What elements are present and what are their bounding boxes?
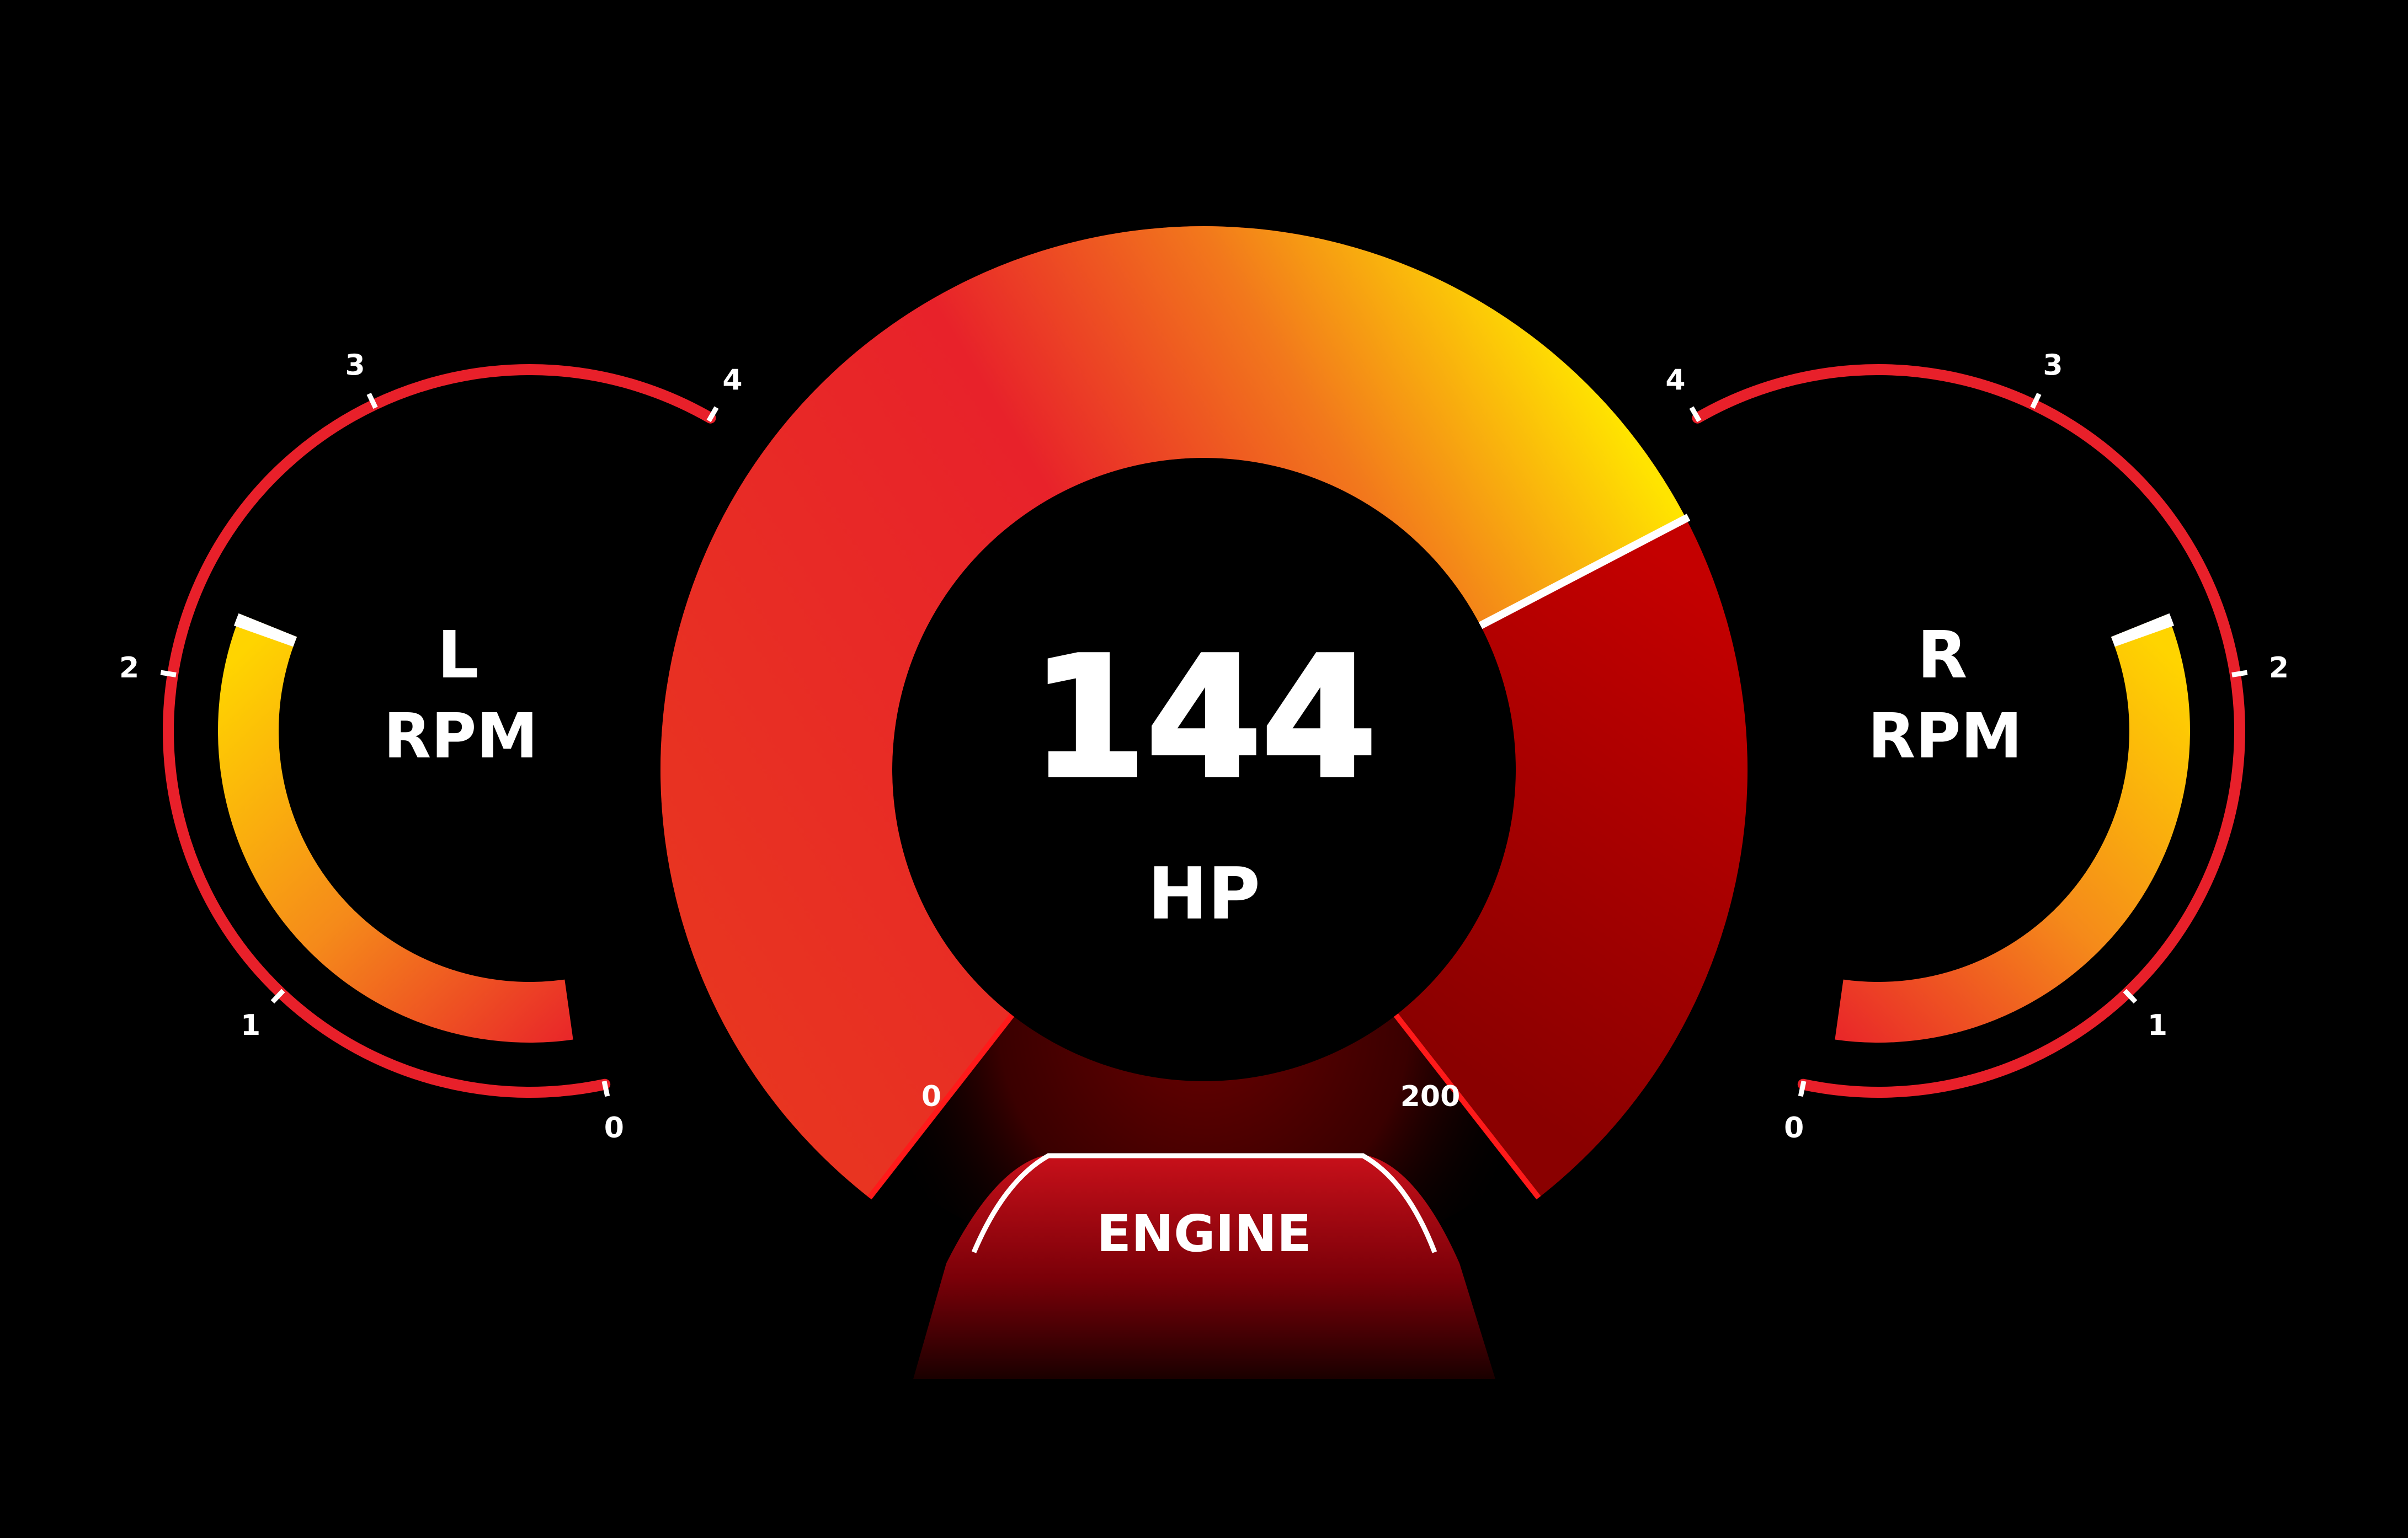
engine-tab-shape[interactable] <box>913 1156 1495 1379</box>
right-rpm-tick-mark <box>2030 393 2042 409</box>
hp-unit: HP <box>1148 852 1260 936</box>
left-rpm-tick-label: 1 <box>241 1009 260 1042</box>
left-gauge-unit: RPM <box>383 701 538 772</box>
hp-gauge-fill <box>660 226 1686 1198</box>
hp-scale-max: 200 <box>1400 1080 1461 1113</box>
right-rpm-tick-label: 0 <box>1784 1112 1804 1145</box>
right-rpm-tick-mark <box>1798 1080 1807 1097</box>
right-rpm-tick-mark <box>2123 989 2138 1004</box>
right-rpm-fill-cap <box>2111 613 2175 647</box>
engine-tab[interactable]: ENGINE <box>913 1153 1495 1379</box>
left-rpm-tick-mark <box>366 393 378 409</box>
left-rpm-gauge: 0 1 2 3 4 L RPM <box>119 349 743 1145</box>
hp-gauge-needle <box>1478 514 1691 629</box>
right-rpm-tick-mark <box>2231 670 2248 677</box>
left-rpm-fill <box>217 614 573 1043</box>
left-rpm-tick-mark <box>160 670 177 677</box>
right-rpm-fill <box>1835 614 2190 1043</box>
right-gauge-unit: RPM <box>1868 701 2022 772</box>
right-rpm-tick-label: 1 <box>2148 1009 2167 1042</box>
left-rpm-fill-cap <box>233 613 297 647</box>
engine-tab-label[interactable]: ENGINE <box>1096 1204 1311 1263</box>
left-gauge-side: L <box>437 617 478 693</box>
left-rpm-tick-mark <box>706 406 719 423</box>
right-rpm-gauge: 0 1 2 3 4 R RPM <box>1665 349 2289 1145</box>
right-rpm-tick-mark <box>1689 406 1702 423</box>
right-rpm-tick-label: 2 <box>2269 651 2289 685</box>
hp-value: 144 <box>1031 622 1377 814</box>
left-rpm-tick-mark <box>270 989 285 1004</box>
left-rpm-tick-label: 0 <box>604 1112 624 1145</box>
right-gauge-side: R <box>1917 617 1968 693</box>
left-rpm-tick-label: 4 <box>722 364 742 397</box>
right-rpm-tick-label: 3 <box>2043 349 2063 382</box>
hp-scale-min: 0 <box>921 1080 941 1113</box>
left-rpm-tick-mark <box>601 1080 610 1097</box>
hp-gauge: 144 HP 0 200 <box>660 226 1748 1280</box>
left-rpm-tick-label: 2 <box>119 651 139 685</box>
right-rpm-tick-label: 4 <box>1665 364 1685 397</box>
engine-tab-outline <box>971 1153 1437 1253</box>
hp-gauge-end-edge <box>1393 1013 1541 1200</box>
left-rpm-tick-label: 3 <box>345 349 365 382</box>
hp-gauge-start-edge <box>867 1013 1015 1200</box>
